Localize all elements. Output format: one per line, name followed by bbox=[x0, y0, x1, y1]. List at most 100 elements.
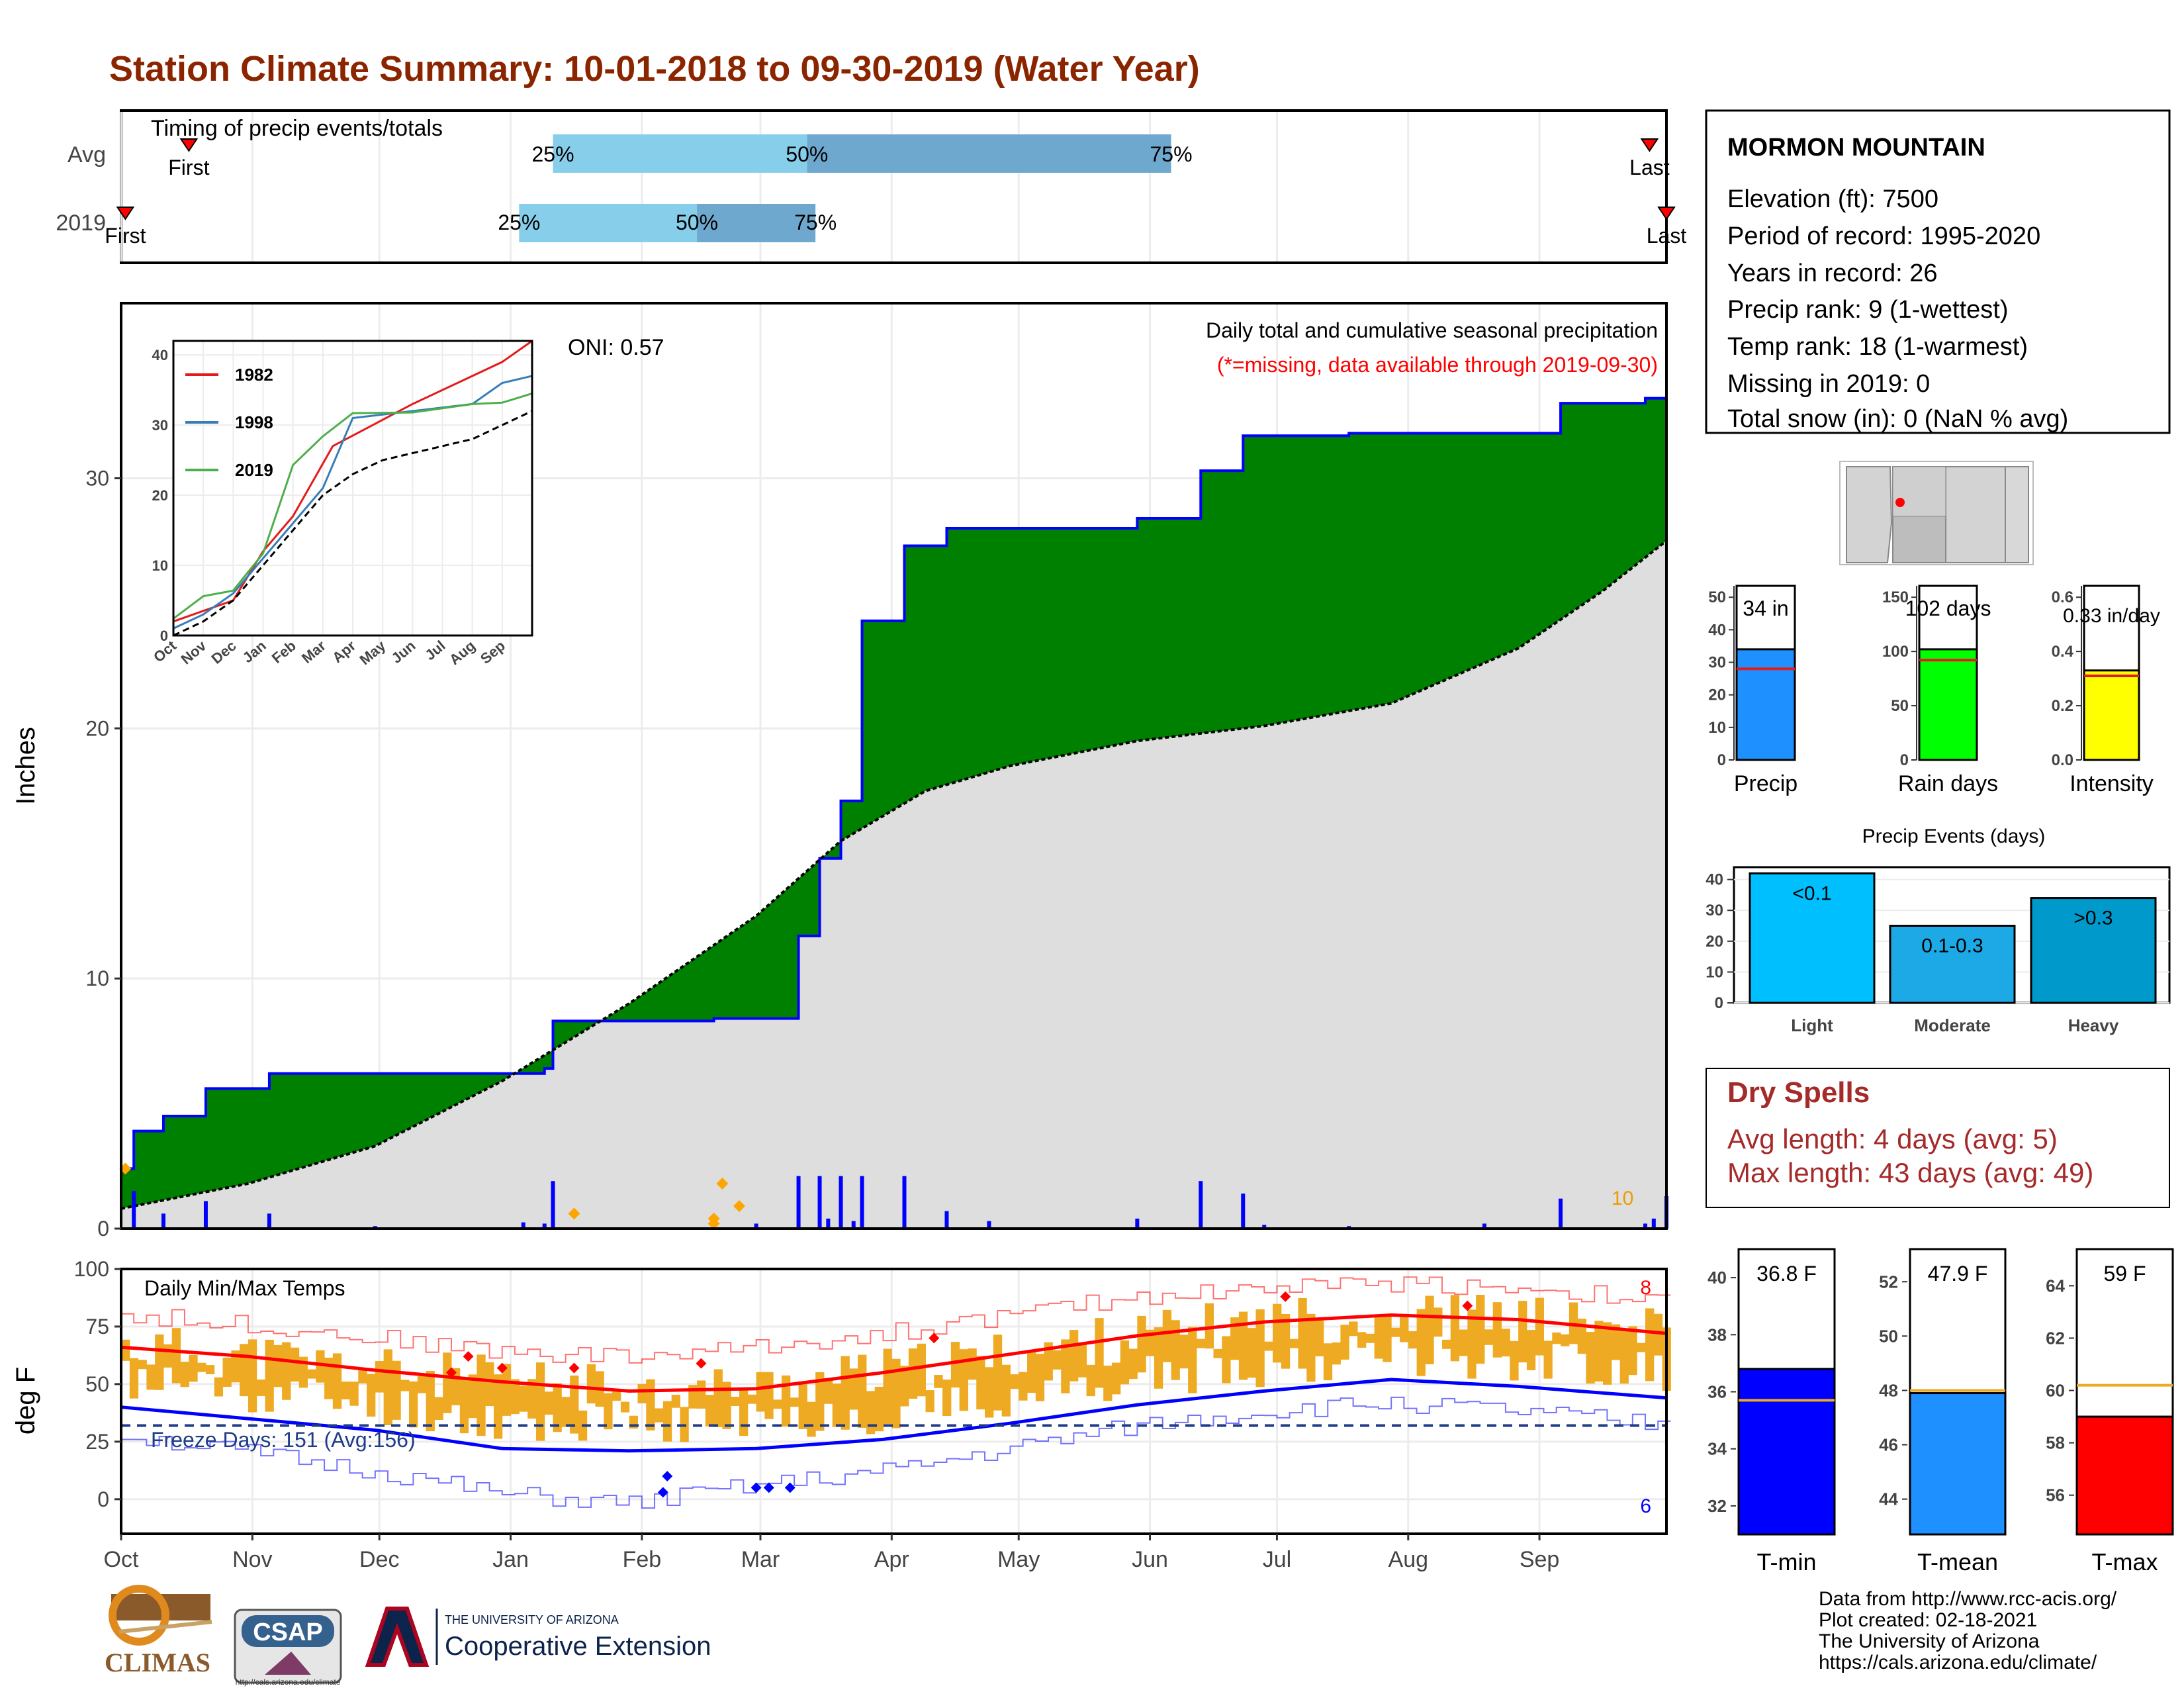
daily-temp-range-bar bbox=[1052, 1350, 1062, 1370]
daily-temp-range-bar bbox=[646, 1379, 655, 1430]
csap-logo-cloud bbox=[242, 1615, 334, 1647]
daily-precip-bar bbox=[1643, 1223, 1648, 1229]
daily-temp-range-bar bbox=[1425, 1295, 1434, 1364]
credit-line: https://cals.arizona.edu/climate/ bbox=[1819, 1652, 2097, 1673]
temp-ytick-label: 100 bbox=[74, 1257, 109, 1281]
cold-record-count: 6 bbox=[1640, 1495, 1651, 1517]
daily-temp-range-bar bbox=[713, 1369, 723, 1427]
events-title: Precip Events (days) bbox=[1862, 825, 2046, 847]
daily-temp-range-bar bbox=[222, 1357, 232, 1387]
daily-temp-range-bar bbox=[874, 1386, 884, 1432]
last-event-label: Last bbox=[1629, 156, 1670, 179]
daily-temp-range-bar bbox=[1222, 1336, 1231, 1383]
daily-temp-range-bar bbox=[519, 1385, 528, 1412]
station-line: Total snow (in): 0 (NaN % avg) bbox=[1727, 405, 2068, 433]
daily-temp-range-bar bbox=[1501, 1329, 1510, 1357]
summary-value-label: 102 days bbox=[1905, 596, 1991, 620]
summary-ytick-label: 0.0 bbox=[2052, 751, 2073, 769]
month-label: Jun bbox=[1132, 1547, 1168, 1572]
daily-temp-range-bar bbox=[959, 1349, 968, 1411]
daily-precip-bar bbox=[1262, 1225, 1267, 1229]
summary-bar-label: Precip bbox=[1734, 771, 1797, 796]
precip-ytick-label: 20 bbox=[85, 716, 109, 740]
summary-ytick-label: 150 bbox=[1882, 588, 1909, 606]
inset-ytick-label: 0 bbox=[160, 628, 168, 644]
daily-temp-range-bar bbox=[832, 1383, 842, 1427]
daily-temp-range-bar bbox=[265, 1339, 274, 1412]
month-label: Sep bbox=[1520, 1547, 1560, 1572]
daily-temp-range-bar bbox=[282, 1342, 291, 1400]
station-marker bbox=[1895, 498, 1905, 507]
station-line: Years in record: 26 bbox=[1727, 259, 1938, 287]
precip-ylabel: Inches bbox=[11, 727, 40, 805]
daily-temp-range-bar bbox=[171, 1328, 181, 1383]
station-line: Period of record: 1995-2020 bbox=[1727, 222, 2040, 250]
daily-temp-range-bar bbox=[1086, 1364, 1095, 1397]
station-line: Elevation (ft): 7500 bbox=[1727, 185, 1938, 213]
daily-temp-range-bar bbox=[485, 1362, 494, 1407]
first-event-marker bbox=[116, 207, 135, 220]
daily-temp-range-bar bbox=[1603, 1322, 1612, 1385]
precip-ytick-label: 30 bbox=[85, 466, 109, 490]
daily-temp-range-bar bbox=[1484, 1329, 1494, 1345]
daily-temp-range-bar bbox=[1653, 1313, 1663, 1356]
daily-temp-range-bar bbox=[417, 1376, 427, 1393]
daily-precip-bar bbox=[1135, 1218, 1140, 1229]
daily-temp-range-bar bbox=[747, 1394, 757, 1404]
daily-temp-range-bar bbox=[739, 1387, 749, 1436]
daily-temp-range-bar bbox=[655, 1408, 664, 1423]
daily-temp-range-bar bbox=[493, 1374, 503, 1439]
daily-precip-bar bbox=[267, 1223, 271, 1229]
daily-temp-range-bar bbox=[367, 1374, 376, 1417]
temp-summary-ytick-label: 32 bbox=[1707, 1496, 1727, 1516]
daily-temp-range-bar bbox=[671, 1394, 680, 1408]
daily-precip-bar bbox=[987, 1221, 991, 1229]
events-ytick-label: 0 bbox=[1715, 994, 1723, 1012]
timing-p50-label: 50% bbox=[786, 142, 828, 166]
daily-temp-range-bar bbox=[662, 1401, 672, 1442]
daily-temp-range-bar bbox=[764, 1372, 774, 1419]
temp-summary-ytick-label: 50 bbox=[1879, 1326, 1898, 1346]
record-temp-line bbox=[121, 1396, 1671, 1509]
csap-logo-mountain bbox=[265, 1652, 311, 1675]
events-bar bbox=[2030, 897, 2157, 1004]
daily-temp-range-bar bbox=[527, 1379, 537, 1419]
daily-temp-range-bar bbox=[205, 1365, 215, 1375]
daily-temp-range-bar bbox=[400, 1380, 410, 1391]
daily-temp-range-bar bbox=[1577, 1319, 1586, 1354]
daily-temp-range-bar bbox=[561, 1397, 570, 1427]
daily-temp-range-bar bbox=[1010, 1374, 1019, 1389]
daily-temp-range-bar bbox=[544, 1391, 554, 1415]
daily-temp-range-bar bbox=[1357, 1332, 1367, 1348]
daily-temp-range-bar bbox=[1416, 1309, 1426, 1376]
daily-temp-range-bar bbox=[1586, 1332, 1595, 1384]
daily-temp-range-bar bbox=[477, 1354, 486, 1436]
daily-temp-range-bar bbox=[1069, 1330, 1079, 1382]
daily-temp-range-bar bbox=[290, 1347, 300, 1382]
daily-temp-range-bar bbox=[883, 1348, 892, 1425]
record-low-marker bbox=[784, 1482, 796, 1493]
summary-ytick-label: 0.4 bbox=[2052, 643, 2074, 661]
precip-ytick-label: 0 bbox=[97, 1217, 109, 1241]
record-high-marker bbox=[463, 1351, 474, 1362]
daily-temp-range-bar bbox=[798, 1383, 807, 1429]
daily-temp-range-bar bbox=[1213, 1348, 1222, 1358]
temp-ytick-label: 0 bbox=[97, 1487, 109, 1511]
daily-temp-range-bar bbox=[849, 1368, 858, 1410]
timing-p25-label: 25% bbox=[498, 211, 540, 234]
daily-temp-range-bar bbox=[155, 1334, 164, 1390]
ua-logo: THE UNIVERSITY OF ARIZONA Cooperative Ex… bbox=[365, 1607, 711, 1667]
daily-temp-range-bar bbox=[1171, 1320, 1180, 1380]
summary-ytick-label: 30 bbox=[1708, 654, 1726, 672]
climas-logo-stroke bbox=[118, 1620, 212, 1634]
daily-precip-bar bbox=[902, 1176, 907, 1229]
temp-summary-ytick-label: 60 bbox=[2046, 1381, 2065, 1401]
daily-temp-range-bar bbox=[781, 1375, 791, 1427]
daily-temp-range-bar bbox=[1619, 1328, 1629, 1384]
daily-temp-range-bar bbox=[468, 1374, 477, 1419]
summary-value-label: 0.33 in/day bbox=[2063, 605, 2160, 627]
daily-precip-bar bbox=[1241, 1194, 1246, 1229]
dry-spells-frame bbox=[1706, 1068, 2170, 1208]
events-bar bbox=[1889, 925, 2016, 1004]
daily-temp-range-bar bbox=[553, 1383, 562, 1432]
